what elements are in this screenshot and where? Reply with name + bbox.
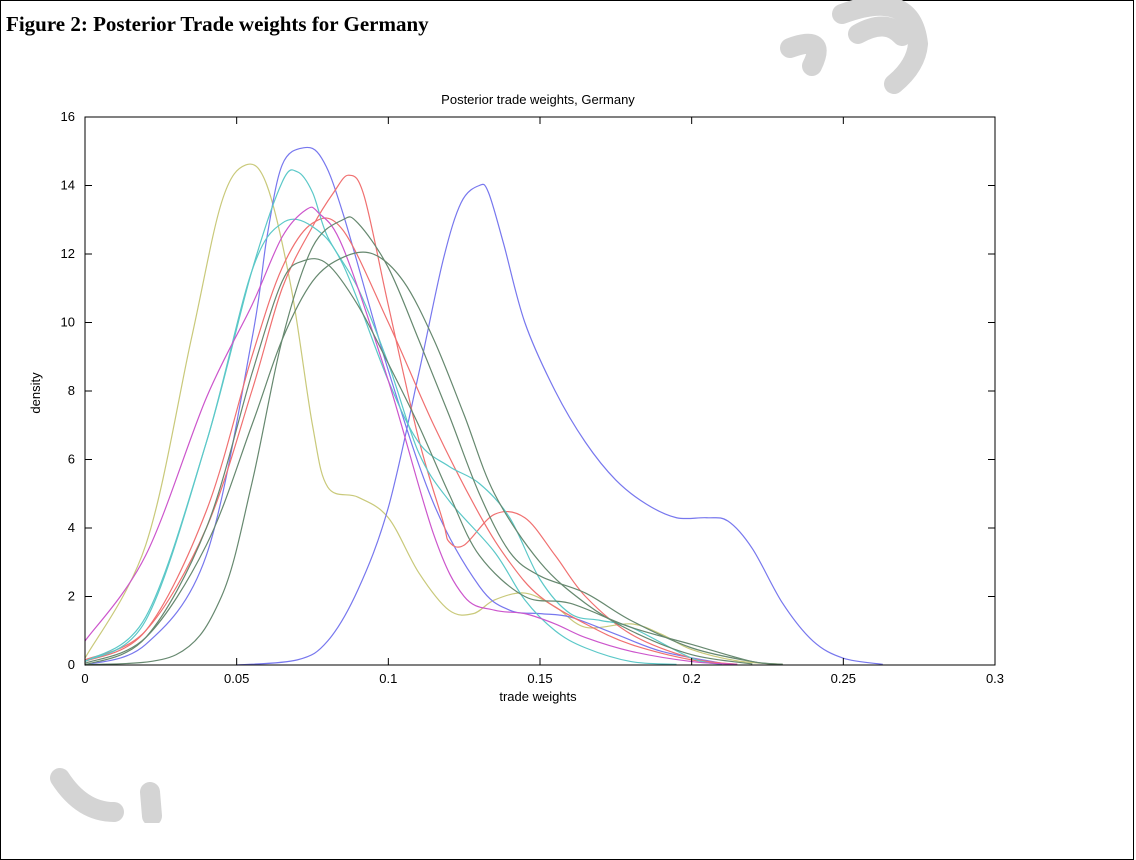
x-tick-label: 0.2 — [683, 671, 701, 686]
y-tick-label: 14 — [61, 178, 75, 193]
x-tick-label: 0.3 — [986, 671, 1004, 686]
series-line-4 — [84, 174, 738, 665]
y-tick-label: 16 — [61, 109, 75, 124]
series-line-11 — [84, 251, 753, 665]
series-line-6 — [84, 169, 677, 665]
series-line-10 — [84, 216, 783, 666]
series-line-5 — [84, 217, 738, 665]
y-tick-label: 8 — [68, 383, 75, 398]
series-line-9 — [84, 258, 783, 666]
figure-caption: Figure 2: Posterior Trade weights for Ge… — [6, 12, 429, 36]
series-line-3 — [236, 183, 883, 666]
x-tick-label: 0.05 — [224, 671, 249, 686]
chart-title: Posterior trade weights, Germany — [441, 92, 635, 107]
x-tick-label: 0 — [81, 671, 88, 686]
watermark-stroke — [832, 0, 929, 94]
series-line-1 — [84, 163, 783, 665]
watermark-stroke — [780, 33, 827, 76]
y-axis-label: density — [28, 372, 43, 414]
x-axis-label: trade weights — [499, 689, 577, 704]
plot-area-frame — [84, 116, 996, 666]
x-tick-label: 0.25 — [831, 671, 856, 686]
density-chart: Posterior trade weights, Germany trade w… — [28, 92, 1005, 704]
watermark-arcs — [50, 0, 929, 823]
y-tick-label: 2 — [68, 589, 75, 604]
y-tick-label: 6 — [68, 452, 75, 467]
x-tick-label: 0.15 — [527, 671, 552, 686]
watermark-stroke — [848, 16, 912, 46]
y-tick-label: 0 — [68, 657, 75, 672]
series-line-8 — [84, 206, 738, 665]
axes-layer: 0 0.05 0.1 0.15 0.2 0.25 0.3 0 2 4 6 8 10 12 14 16 — [61, 109, 1005, 686]
series-line-2 — [84, 146, 723, 666]
y-tick-label: 4 — [68, 520, 75, 535]
x-tick-label: 0.1 — [379, 671, 397, 686]
series-line-7 — [84, 218, 723, 665]
y-tick-label: 10 — [61, 315, 75, 330]
series-layer — [84, 146, 883, 666]
y-tick-label: 12 — [61, 246, 75, 261]
watermark-stroke — [50, 768, 124, 822]
watermark-stroke — [140, 782, 162, 823]
